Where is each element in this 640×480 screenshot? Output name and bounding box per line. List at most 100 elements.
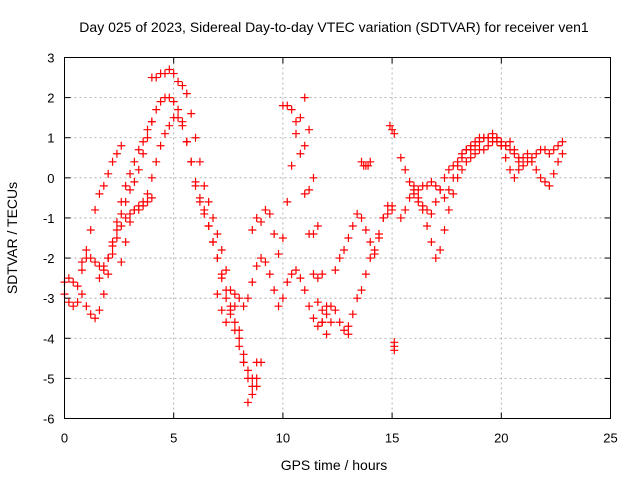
data-point [414, 185, 423, 194]
data-point [243, 294, 252, 303]
data-point [514, 165, 523, 174]
data-point [388, 125, 397, 134]
data-point [388, 201, 397, 210]
y-tick-labels: -6 -5 -4 -3 -2 -1 0 1 2 3 [43, 51, 55, 427]
data-point [401, 165, 410, 174]
data-point [143, 197, 152, 206]
data-point [248, 225, 257, 234]
data-point [519, 153, 528, 162]
data-point [361, 225, 370, 234]
data-point [191, 133, 200, 142]
grid [64, 57, 611, 419]
data-point [156, 141, 165, 150]
data-point [436, 246, 445, 255]
data-point [230, 318, 239, 327]
data-point [248, 390, 257, 399]
data-point [248, 374, 257, 383]
data-point [252, 358, 261, 367]
data-point [169, 97, 178, 106]
data-point [174, 77, 183, 86]
data-point [313, 221, 322, 230]
data-point [112, 225, 121, 234]
data-point [344, 322, 353, 331]
data-point [287, 105, 296, 114]
data-point [64, 298, 73, 307]
data-point [130, 157, 139, 166]
data-point [335, 254, 344, 263]
data-point [108, 242, 117, 251]
data-point [82, 246, 91, 255]
data-point [86, 310, 95, 319]
data-point [204, 221, 213, 230]
y-tick-label: -6 [43, 412, 55, 427]
data-point [357, 286, 366, 295]
data-point [431, 197, 440, 206]
data-markers [60, 65, 567, 407]
data-point [174, 105, 183, 114]
data-point [99, 266, 108, 275]
x-tick-label: 25 [603, 431, 617, 446]
data-point [235, 326, 244, 335]
data-point [86, 225, 95, 234]
data-point [165, 121, 174, 130]
data-point [379, 213, 388, 222]
data-point [104, 270, 113, 279]
data-point [121, 197, 130, 206]
y-tick-label: 0 [47, 171, 54, 186]
data-point [318, 270, 327, 279]
data-point [73, 298, 82, 307]
x-tick-labels: 0 5 10 15 20 25 [61, 431, 618, 446]
data-point [126, 185, 135, 194]
data-point [235, 294, 244, 303]
data-point [549, 145, 558, 154]
data-point [99, 290, 108, 299]
data-point [222, 318, 231, 327]
data-point [457, 165, 466, 174]
data-point [108, 157, 117, 166]
data-point [344, 234, 353, 242]
data-point [160, 129, 169, 138]
data-point [217, 246, 226, 255]
y-axis-label: SDTVAR / TECUs [4, 182, 20, 294]
data-point [222, 266, 231, 275]
x-tick-label: 15 [385, 431, 399, 446]
data-point [283, 101, 292, 110]
data-point [353, 209, 362, 218]
data-point [554, 157, 563, 166]
data-point [322, 310, 331, 319]
data-point [191, 177, 200, 186]
data-point [121, 181, 130, 190]
data-point [300, 141, 309, 150]
data-point [108, 250, 117, 259]
data-point [326, 318, 335, 327]
y-tick-label: 2 [47, 91, 54, 106]
data-point [169, 69, 178, 78]
data-point [405, 193, 414, 202]
data-point [532, 149, 541, 158]
data-point [390, 129, 399, 138]
data-point [444, 205, 453, 214]
data-point [436, 185, 445, 194]
data-point [488, 133, 497, 142]
data-point [305, 125, 314, 134]
data-point [514, 157, 523, 166]
data-point [431, 181, 440, 190]
data-point [523, 157, 532, 166]
data-point [423, 221, 432, 230]
data-point [117, 258, 126, 267]
data-point [292, 117, 301, 126]
data-point [95, 189, 104, 198]
data-point [213, 290, 222, 299]
data-point [364, 161, 373, 170]
data-point [457, 153, 466, 162]
x-axis-label: GPS time / hours [281, 457, 388, 473]
data-point [300, 286, 309, 295]
data-point [261, 205, 270, 214]
data-point [318, 318, 327, 327]
data-point [440, 193, 449, 202]
data-point [152, 73, 161, 82]
data-point [545, 181, 554, 190]
data-point [200, 181, 209, 190]
data-point [501, 153, 510, 162]
